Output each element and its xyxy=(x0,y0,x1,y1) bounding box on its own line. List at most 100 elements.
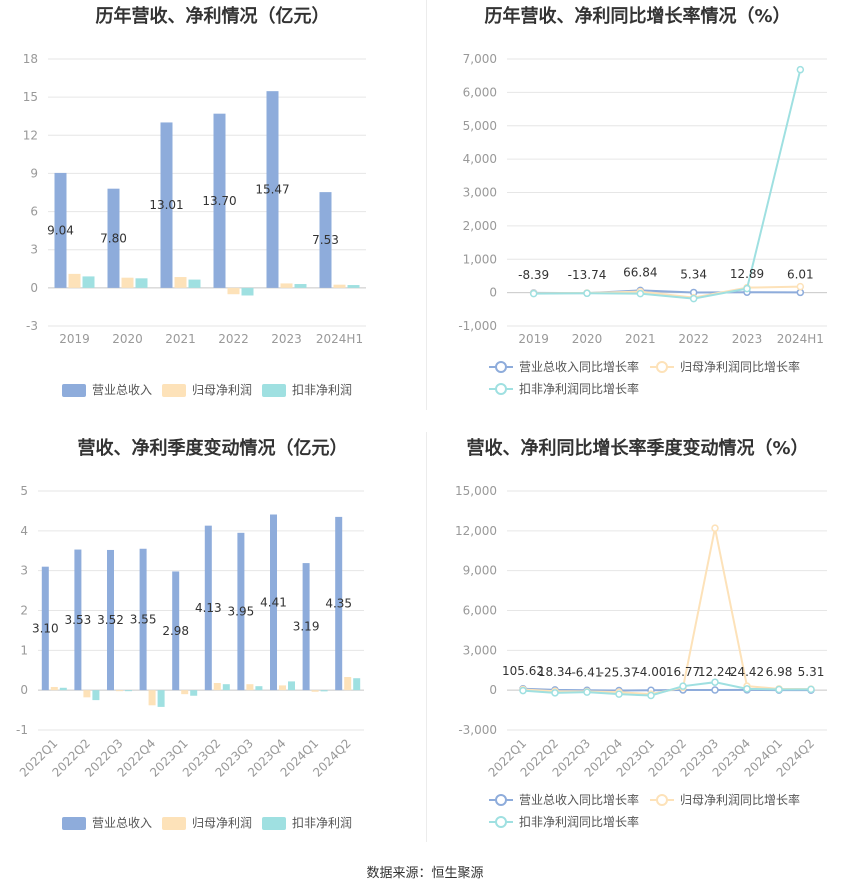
data-point xyxy=(636,289,645,298)
data-point xyxy=(711,678,719,686)
y-tick-label: -1 xyxy=(16,723,28,737)
legend-label: 扣非净利润 xyxy=(292,816,352,830)
bar-net-profit xyxy=(68,273,81,288)
chart-title: 历年营收、净利情况（亿元） xyxy=(95,6,330,27)
chart-title: 营收、净利同比增长率季度变动情况（%） xyxy=(466,438,809,459)
y-tick-label: 1,000 xyxy=(463,252,497,266)
bar-revenue xyxy=(74,549,82,691)
bar-net-profit xyxy=(148,690,156,706)
bar-revenue xyxy=(172,571,180,691)
bar-net-profit xyxy=(213,682,221,691)
annual-growth-panel: 历年营收、净利同比增长率情况（%） -1,000 0 1,000 2,000 3,000… xyxy=(425,0,850,425)
bar-deducted-profit xyxy=(241,287,254,296)
data-point xyxy=(583,289,591,298)
legend-label: 归母净利润同比增长率 xyxy=(680,359,800,374)
bar-deducted-profit xyxy=(82,276,95,288)
bar-deducted-profit xyxy=(135,278,148,288)
bar-net-profit xyxy=(83,690,91,698)
annual-revenue-profit-panel: 历年营收、净利情况（亿元） -3 0 3 6 9 12 15 18 2019 2020 2021 20… xyxy=(0,0,425,425)
data-point xyxy=(679,682,687,690)
data-point xyxy=(689,294,698,303)
bar-deducted-profit xyxy=(190,690,198,696)
bar-net-profit xyxy=(181,690,189,695)
data-label: 13.70 xyxy=(202,194,236,208)
y-tick-label: 18 xyxy=(23,52,38,66)
data-point xyxy=(796,65,805,74)
y-tick-label: 15,000 xyxy=(455,484,497,498)
x-tick-label: 2023 xyxy=(271,332,302,346)
data-source: 数据来源：恒生聚源 xyxy=(366,866,484,881)
data-label: 6.01 xyxy=(787,267,814,281)
legend-label: 扣非净利润同比增长率 xyxy=(519,381,639,396)
bar-revenue xyxy=(107,188,120,288)
data-label: -25.37 xyxy=(600,666,639,680)
data-label: 3.55 xyxy=(130,612,157,626)
x-tick-label: 2020 xyxy=(572,332,603,346)
y-tick-label: -3 xyxy=(26,319,38,333)
bar-revenue xyxy=(270,514,277,691)
bar-deducted-profit xyxy=(347,285,360,288)
bar-revenue xyxy=(237,532,245,691)
data-point xyxy=(743,685,751,693)
bar-deducted-profit xyxy=(353,678,361,691)
bar-revenue xyxy=(266,91,279,288)
divider xyxy=(426,432,427,842)
y-tick-label: 12 xyxy=(23,128,38,142)
data-point xyxy=(711,524,719,532)
legend-label: 扣非净利润同比增长率 xyxy=(519,814,639,829)
legend-swatch xyxy=(62,817,86,830)
y-tick-label: 3,000 xyxy=(463,186,497,200)
data-label: -13.74 xyxy=(568,268,607,282)
quarterly-bar-chart: -10123452022Q12022Q22022Q32022Q42023Q120… xyxy=(16,484,364,830)
legend-swatch-marker xyxy=(495,361,507,373)
y-tick-label: 0 xyxy=(489,683,497,697)
data-label: 12.24 xyxy=(698,665,732,679)
data-point xyxy=(743,284,751,293)
divider xyxy=(426,0,427,410)
data-label: 7.80 xyxy=(100,231,127,245)
bar-revenue xyxy=(319,192,332,288)
bar-revenue xyxy=(41,566,49,691)
x-tick-label: 2022 xyxy=(678,332,709,346)
data-label: 3.53 xyxy=(65,613,92,627)
data-label: -8.39 xyxy=(518,268,549,282)
legend-swatch xyxy=(62,384,86,397)
legend-swatch-marker xyxy=(495,383,507,395)
bar-deducted-profit xyxy=(255,686,263,691)
bar-revenue xyxy=(139,548,147,691)
y-tick-label: 9,000 xyxy=(463,564,497,578)
data-point xyxy=(647,691,655,700)
y-tick-label: 0 xyxy=(20,683,28,697)
y-tick-label: 2,000 xyxy=(463,219,497,233)
legend-swatch xyxy=(262,817,286,830)
legend-label: 归母净利润 xyxy=(192,383,252,397)
chart-title: 历年营收、净利同比增长率情况（%） xyxy=(484,6,791,27)
chart-title: 营收、净利季度变动情况（亿元） xyxy=(77,438,348,459)
data-label: 13.01 xyxy=(149,198,183,212)
x-tick-label: 2021 xyxy=(625,332,656,346)
x-tick-label: 2024H1 xyxy=(777,332,824,346)
y-tick-label: 6,000 xyxy=(463,85,497,99)
legend-swatch xyxy=(162,384,186,397)
data-label: 66.84 xyxy=(623,265,657,279)
y-tick-label: 0 xyxy=(489,286,497,300)
quarterly-growth-line-chart: -3,00003,0006,0009,00012,00015,0002022Q1… xyxy=(455,484,827,829)
legend-label: 营业总收入同比增长率 xyxy=(519,359,639,374)
data-label: 5.34 xyxy=(680,267,707,281)
bar-net-profit xyxy=(279,685,286,691)
data-label: 4.35 xyxy=(325,597,352,611)
x-tick-label: 2021 xyxy=(165,332,196,346)
bar-revenue xyxy=(204,525,212,691)
data-point xyxy=(551,689,559,697)
data-label: 6.98 xyxy=(766,665,793,679)
data-label: 2.98 xyxy=(162,624,189,638)
data-label: 15.47 xyxy=(255,183,289,197)
bar-net-profit xyxy=(50,686,58,691)
bar-net-profit xyxy=(227,287,240,295)
y-tick-label: 6,000 xyxy=(463,604,497,618)
y-tick-label: 2 xyxy=(20,604,28,618)
bar-net-profit xyxy=(246,684,254,691)
bar-deducted-profit xyxy=(125,690,132,692)
bar-net-profit xyxy=(344,677,352,691)
bar-net-profit xyxy=(333,284,346,288)
